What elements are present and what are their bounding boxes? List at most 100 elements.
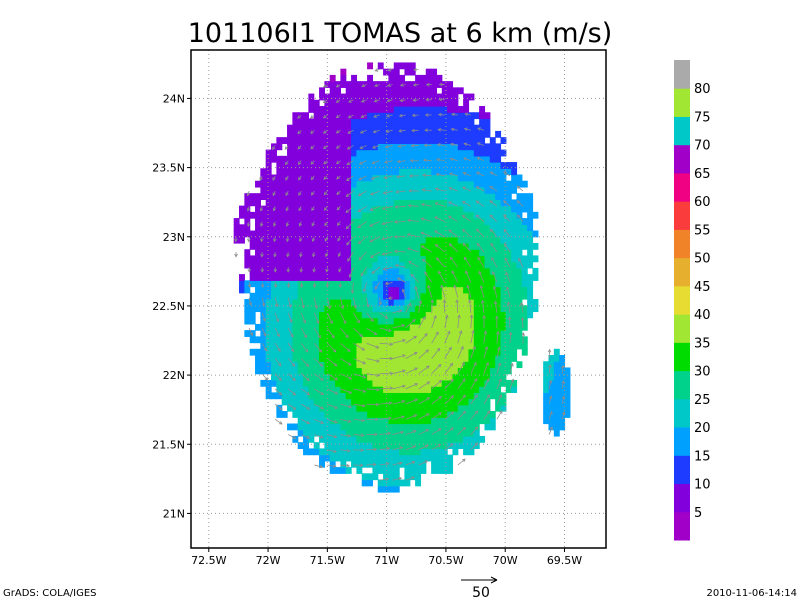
wind-vector xyxy=(351,282,354,294)
field-cell xyxy=(388,485,395,493)
field-cell xyxy=(271,336,277,344)
field-cell xyxy=(404,199,411,207)
field-cell xyxy=(500,286,507,294)
field-cell xyxy=(441,404,448,412)
field-cell xyxy=(409,292,416,300)
field-cell xyxy=(420,174,427,182)
field-cell xyxy=(415,112,422,120)
field-cell xyxy=(383,286,390,294)
field-cell xyxy=(303,398,309,406)
field-cell xyxy=(473,255,480,263)
field-cell xyxy=(383,274,390,281)
field-cell xyxy=(420,361,427,369)
field-cell xyxy=(271,186,277,194)
field-cell xyxy=(324,162,331,169)
field-cell xyxy=(249,255,256,263)
field-cell xyxy=(340,99,347,107)
field-cell xyxy=(452,143,459,151)
field-cell xyxy=(457,236,464,244)
field-cell xyxy=(425,199,432,207)
field-cell xyxy=(436,417,443,425)
field-cell xyxy=(420,417,427,425)
field-cell xyxy=(276,361,283,369)
field-cell xyxy=(441,124,448,132)
field-cell xyxy=(287,367,293,375)
wind-vector-head xyxy=(422,173,426,177)
field-cell xyxy=(404,186,411,194)
field-cell xyxy=(319,106,325,113)
field-cell xyxy=(516,211,523,219)
field-cell xyxy=(473,205,480,213)
field-cell xyxy=(319,323,325,331)
field-cell xyxy=(484,168,491,176)
wind-vector xyxy=(370,190,380,195)
wind-vector xyxy=(418,413,430,420)
field-cell xyxy=(516,311,523,319)
field-cell xyxy=(340,417,347,425)
field-cell xyxy=(511,292,518,300)
field-cell xyxy=(276,280,283,288)
field-cell xyxy=(356,93,363,101)
wind-vector-head xyxy=(462,410,467,415)
field-cell xyxy=(345,411,352,418)
field-cell xyxy=(511,311,518,319)
field-cell xyxy=(367,460,374,468)
field-cell xyxy=(441,230,448,238)
wind-vector-head xyxy=(503,171,507,175)
field-cell xyxy=(329,330,336,337)
field-cell xyxy=(543,411,550,418)
field-cell xyxy=(297,242,304,250)
reference-vector-label: 50 xyxy=(472,585,490,600)
field-cell xyxy=(383,323,390,331)
field-cell xyxy=(457,379,464,387)
field-cell xyxy=(313,311,320,319)
field-cell xyxy=(495,180,502,188)
field-cell xyxy=(383,317,390,325)
wind-vector-head xyxy=(310,130,314,135)
field-cell xyxy=(415,361,422,369)
wind-vector-head xyxy=(491,256,495,261)
field-cell xyxy=(361,267,368,275)
field-cell xyxy=(340,454,347,462)
field-cell xyxy=(276,299,283,306)
field-cell xyxy=(564,386,571,393)
field-cell xyxy=(415,317,422,325)
field-cell xyxy=(367,435,374,443)
field-cell xyxy=(473,311,480,319)
field-cell xyxy=(340,106,347,113)
field-cell xyxy=(484,311,491,319)
colorbar-label: 80 xyxy=(694,82,711,97)
field-cell xyxy=(393,379,400,387)
wind-vector-head xyxy=(369,239,374,243)
field-cell xyxy=(319,174,325,182)
field-cell xyxy=(345,317,352,325)
field-cell xyxy=(393,467,400,474)
field-cell xyxy=(297,155,304,163)
field-cell xyxy=(441,417,448,425)
field-cell xyxy=(409,280,416,288)
field-cell xyxy=(559,417,566,425)
wind-vector-head xyxy=(372,462,377,467)
field-cell xyxy=(441,93,448,101)
field-cell xyxy=(292,230,299,238)
field-cell xyxy=(319,236,325,244)
field-cell xyxy=(361,130,368,138)
wind-vector xyxy=(504,257,511,268)
wind-vector-head xyxy=(389,342,394,346)
field-cell xyxy=(351,162,358,169)
wind-vector-head xyxy=(406,233,411,237)
wind-vector xyxy=(421,218,432,222)
wind-vector xyxy=(496,347,500,359)
wind-vector-head xyxy=(450,427,454,431)
wind-vector-head xyxy=(462,394,466,399)
field-cell xyxy=(356,87,363,95)
wind-vector-head xyxy=(323,176,328,180)
field-cell xyxy=(335,423,341,431)
field-cell xyxy=(372,467,379,474)
field-cell xyxy=(452,168,459,176)
wind-vector-head xyxy=(369,207,374,211)
field-cell xyxy=(340,336,347,344)
field-cell xyxy=(351,149,358,157)
field-cell xyxy=(495,274,502,281)
field-cell xyxy=(265,205,272,213)
